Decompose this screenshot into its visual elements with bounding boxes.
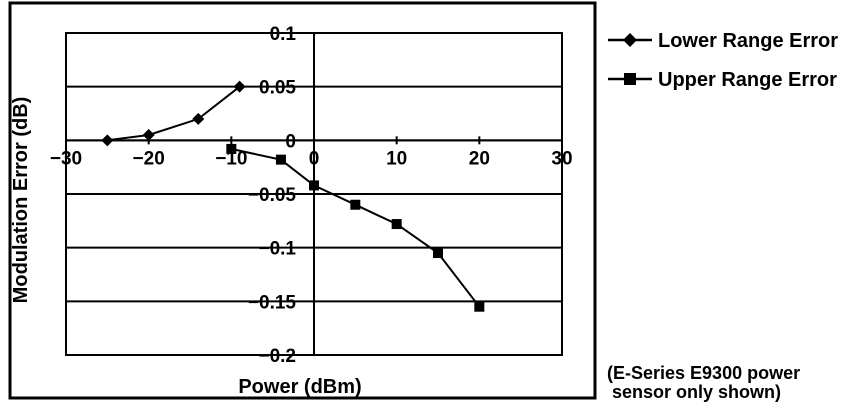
series-1-point-0 [226, 143, 237, 154]
series-1-point-5 [433, 248, 443, 259]
series-1-point-3 [350, 199, 361, 210]
tick-labels: −30 −20 −10 0 10 20 30 0.1 0.05 0 −0.05 −0.1 −0.15 −0… [50, 24, 573, 367]
y-tick-label-1: 0.05 [259, 78, 296, 99]
chart-area-border [8, 1, 597, 400]
x-tick-label-4: 10 [386, 148, 407, 169]
series-1-point-1 [275, 154, 286, 165]
y-axis-title: Modulation Error (dB) [10, 97, 32, 304]
x-tick-label-1: −20 [133, 148, 165, 169]
legend: Lower Range Error Upper Range Error [608, 30, 838, 91]
annotation-line-2: sensor only shown) [607, 382, 781, 402]
series-0-point-2 [192, 112, 205, 125]
square-marker-icon [624, 73, 636, 85]
series-1-point-6 [474, 301, 485, 312]
annotation-line-1: (E-Series E9300 power [607, 363, 800, 383]
y-tick-label-2: 0 [285, 131, 296, 152]
legend-item-upper-range-error: Upper Range Error [608, 69, 837, 91]
series-line-0 [107, 85, 241, 142]
x-tick-label-6: 30 [551, 148, 572, 169]
diamond-marker-icon [623, 33, 637, 47]
y-tick-label-3: −0.05 [248, 185, 297, 206]
series-line-1 [231, 147, 481, 308]
series-0-point-0 [101, 134, 114, 147]
y-tick-label-5: −0.15 [248, 292, 297, 313]
x-tick-label-5: 20 [469, 148, 490, 169]
y-tick-label-0: 0.1 [270, 24, 297, 45]
legend-item-lower-range-error: Lower Range Error [608, 30, 838, 52]
series-0-point-1 [142, 128, 155, 141]
series-1-point-4 [391, 219, 402, 230]
legend-label-upper-range-error: Upper Range Error [658, 69, 837, 91]
series-1-point-2 [309, 180, 319, 191]
x-tick-label-2: −10 [215, 148, 247, 169]
y-tick-label-6: −0.2 [258, 346, 296, 367]
x-tick-label-3: 0 [309, 148, 320, 169]
series-layer [101, 80, 485, 312]
x-axis-title: Power (dBm) [238, 376, 361, 398]
y-tick-label-4: −0.1 [258, 239, 296, 260]
series-0-point-3 [233, 80, 246, 93]
legend-label-lower-range-error: Lower Range Error [658, 30, 838, 52]
x-tick-label-0: −30 [50, 148, 82, 169]
